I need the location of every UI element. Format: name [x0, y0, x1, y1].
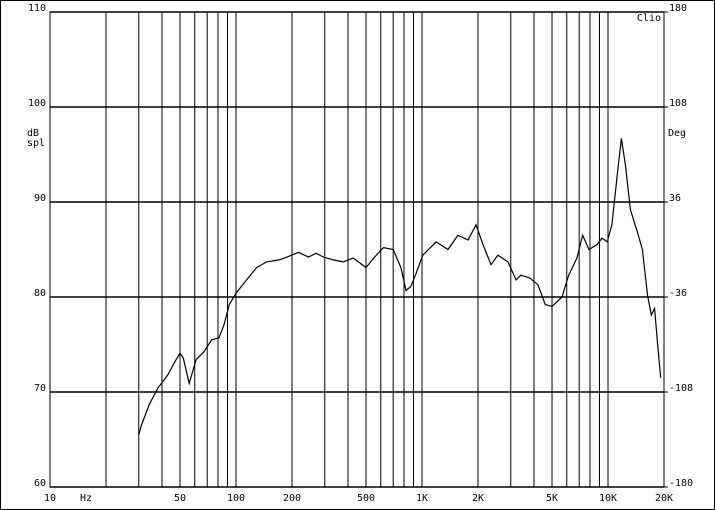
x-tick-label: 200 — [283, 493, 301, 504]
y-tick-label: 60 — [34, 478, 46, 489]
x-tick-label: 5K — [546, 493, 558, 504]
y-tick-label: 80 — [34, 288, 46, 299]
x-tick-label: 1K — [416, 493, 428, 504]
y2-tick-label: 36 — [669, 193, 681, 204]
y-tick-label: 70 — [34, 383, 46, 394]
x-tick-label: 500 — [357, 493, 375, 504]
y2-tick-label: -108 — [669, 383, 693, 394]
y2-tick-label: -180 — [669, 478, 693, 489]
x-tick-label: 10 — [44, 493, 56, 504]
y-tick-label: 110 — [28, 3, 46, 14]
y2-tick-label: -36 — [669, 288, 687, 299]
y-axis-label: dB — [27, 128, 39, 139]
x-tick-label: 20K — [655, 493, 673, 504]
x-tick-label: 2K — [472, 493, 484, 504]
y-tick-label: 90 — [34, 193, 46, 204]
x-tick-label: 50 — [174, 493, 186, 504]
x-tick-label: 10K — [599, 493, 617, 504]
response-line — [138, 138, 662, 435]
y2-tick-label: 108 — [669, 98, 687, 109]
y-axis-label: spl — [27, 138, 45, 149]
x-tick-label: 100 — [227, 493, 245, 504]
x-unit: Hz — [80, 493, 92, 504]
y2-tick-label: 180 — [669, 3, 687, 14]
y-tick-label: 100 — [28, 98, 46, 109]
y2-axis-label: Deg — [668, 128, 686, 139]
corner-label: Clio — [637, 13, 661, 24]
